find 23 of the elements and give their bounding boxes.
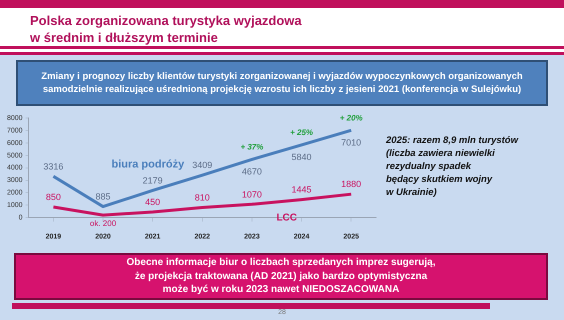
data-label: 7010 (341, 137, 362, 148)
data-label: 450 (145, 196, 160, 207)
series-label: LCC (276, 212, 298, 224)
annotation: + 37% (240, 142, 264, 152)
data-label: 5840 (292, 152, 312, 162)
data-label: 1445 (292, 184, 312, 195)
text: 2025: razem 8,9 mln turystów (liczba zawiera niewielki rezydualny spadek będący skutkiem wojny w Ukrainie) (386, 134, 520, 199)
data-label: 850 (46, 192, 61, 202)
chart-title: Polska zorganizowana turystyka wyjazdowa w średnim i dłuższym terminie (30, 12, 302, 46)
text: Obecne informacje biur o liczbach sprzedanych imprez sugerują, że projekcja traktowana (AD 2021) jako bardzo optymistyczna może być w roku 2023 nawet NIEDOSZACOWANA (14, 253, 548, 300)
data-label: 1070 (242, 189, 262, 200)
annotation: + 25% (290, 128, 314, 138)
annotation: + 20% (340, 114, 363, 123)
chart-subtitle: Zmiany i prognozy liczby klientów turystyki zorganizowanej i wyjazdów wypoczynkowych organizowanych samodzielnie realizujące uśrednioną projekcję wzrostu ich liczby z jesieni 2021 (konferencja w Sulejówku) (16, 60, 548, 106)
data-label: 810 (194, 192, 210, 202)
data-label: 4670 (242, 166, 262, 176)
data-label: 885 (96, 192, 111, 202)
data-label: ok. 200 (90, 218, 117, 228)
data-label: 3409 (192, 160, 212, 170)
data-label: 1880 (341, 179, 362, 190)
data-label: 3316 (43, 161, 64, 172)
series-label: biura podróży (111, 158, 186, 171)
data-label: 2179 (142, 175, 163, 186)
